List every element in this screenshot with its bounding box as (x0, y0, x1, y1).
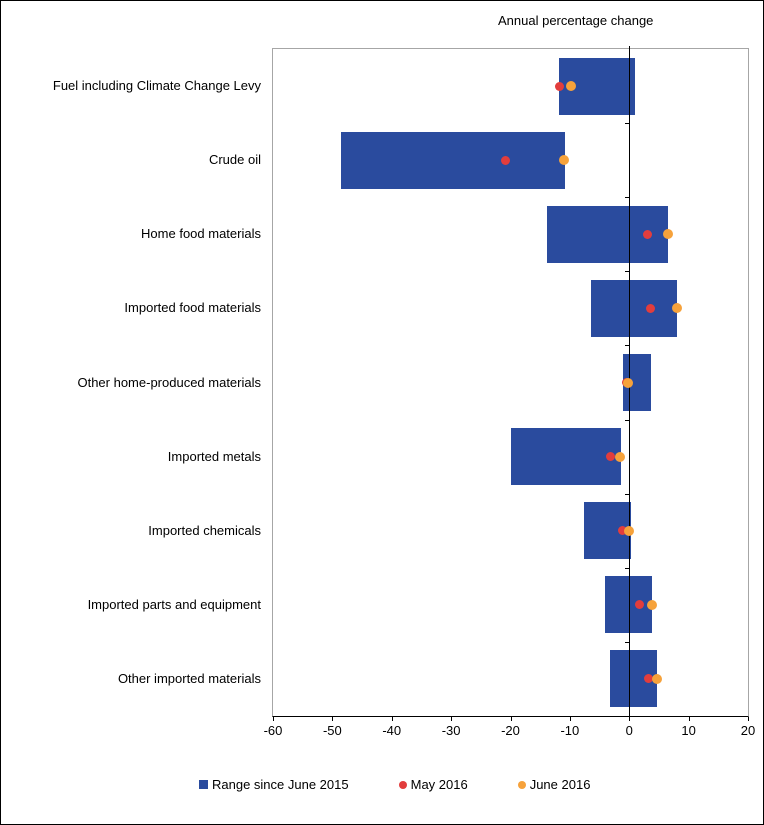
june-2016-point (651, 673, 662, 684)
may-2016-point (643, 674, 653, 684)
range-bar (591, 279, 678, 337)
legend-square-icon (199, 780, 208, 789)
legend-item-range: Range since June 2015 (199, 777, 349, 792)
legend-dot-icon (517, 780, 526, 789)
category-axis-tick (625, 568, 629, 569)
category-axis-tick (625, 123, 629, 124)
may-2016-point (501, 155, 511, 165)
legend-dot-icon (398, 780, 407, 789)
x-tick-label: 20 (740, 723, 756, 738)
range-bar (341, 131, 566, 189)
category-label: Imported chemicals (148, 522, 261, 538)
x-tick-label: -30 (441, 723, 461, 738)
category-label: Other imported materials (117, 670, 261, 686)
may-2016-point (642, 229, 652, 239)
june-2016-point (646, 599, 657, 610)
june-2016-point (566, 81, 577, 92)
legend-item-may: May 2016 (398, 777, 468, 792)
category-axis-tick (625, 494, 629, 495)
x-tick-label: -10 (560, 723, 580, 738)
x-axis-tick (570, 717, 571, 721)
x-tick-label: -20 (501, 723, 520, 738)
plot-area (272, 46, 749, 721)
legend: Range since June 2015 May 2016 June 2016 (199, 777, 590, 792)
range-bar (604, 576, 652, 634)
x-tick-label: -40 (382, 723, 402, 738)
x-axis-tick (511, 717, 512, 721)
x-axis-tick (273, 717, 274, 721)
may-2016-point (606, 452, 616, 462)
x-axis-tick (451, 717, 452, 721)
june-2016-point (624, 525, 635, 536)
x-axis-tick (748, 717, 749, 721)
category-label: Imported parts and equipment (87, 596, 261, 612)
category-axis-tick (625, 271, 629, 272)
chart-title: Annual percentage change (498, 13, 654, 28)
category-label: Fuel including Climate Change Levy (52, 78, 261, 94)
x-axis-tick (332, 717, 333, 721)
category-axis-tick (625, 197, 629, 198)
legend-item-june: June 2016 (517, 777, 591, 792)
category-axis-tick (625, 345, 629, 346)
x-tick-label: -50 (322, 723, 342, 738)
category-label: Other home-produced materials (77, 374, 261, 390)
category-label: Imported metals (167, 448, 261, 464)
x-axis-tick (689, 717, 690, 721)
category-label: Home food materials (141, 226, 261, 242)
may-2016-point (554, 81, 564, 91)
may-2016-point (645, 303, 655, 313)
category-axis-tick (625, 642, 629, 643)
x-axis-tick (629, 717, 630, 721)
legend-label: Range since June 2015 (212, 777, 349, 792)
x-tick-label: 10 (681, 723, 696, 738)
june-2016-point (672, 303, 683, 314)
x-tick-label: -60 (263, 723, 283, 738)
category-axis-tick (625, 420, 629, 421)
june-2016-point (558, 155, 569, 166)
may-2016-point (634, 600, 644, 610)
june-2016-point (663, 229, 674, 240)
x-tick-label: 0 (625, 723, 633, 738)
range-bar (511, 428, 621, 486)
may-2016-point (618, 526, 628, 536)
x-axis-tick (392, 717, 393, 721)
june-2016-point (615, 451, 626, 462)
legend-label: June 2016 (529, 777, 591, 792)
legend-label: May 2016 (410, 777, 468, 792)
category-label: Crude oil (208, 152, 261, 168)
category-label: Imported food materials (124, 300, 261, 316)
june-2016-point (623, 377, 634, 388)
